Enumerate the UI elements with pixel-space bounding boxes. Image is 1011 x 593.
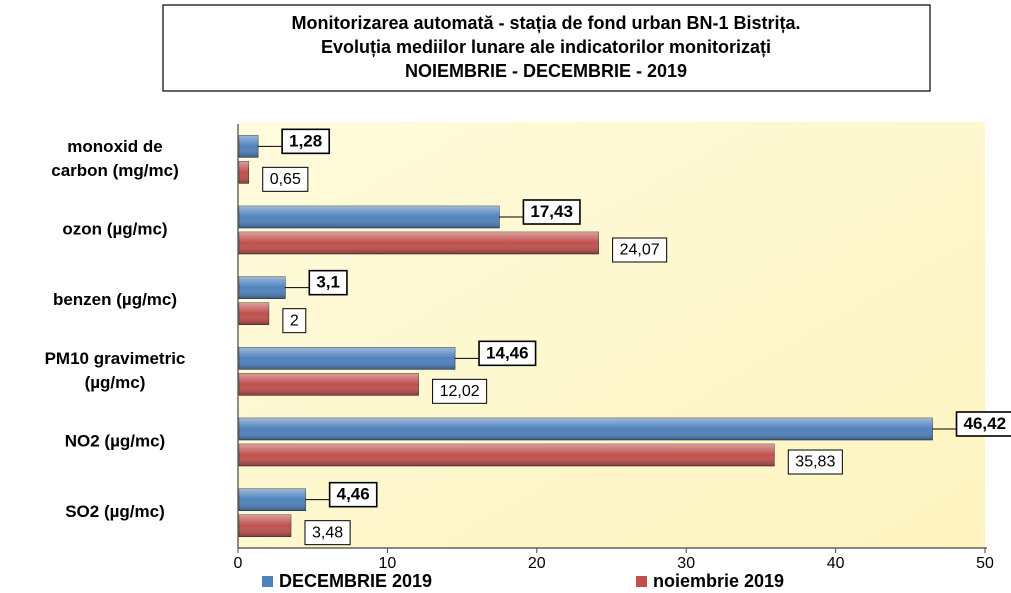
title-box: [162, 4, 931, 92]
data-label: 2: [290, 312, 299, 329]
data-label: 3,1: [316, 273, 340, 292]
chart-title: NOIEMBRIE - DECEMBRIE - 2019: [405, 61, 687, 81]
data-label-box: [612, 237, 668, 263]
data-label-box: [262, 166, 309, 192]
x-tick-label: 20: [528, 555, 546, 572]
data-label-box: [955, 411, 1011, 437]
data-label: 24,07: [620, 242, 660, 259]
data-label: 1,28: [289, 131, 322, 150]
data-label: 12,02: [440, 383, 480, 400]
bar-shade: [239, 135, 259, 158]
bar-shade: [239, 347, 456, 370]
y-tick-label: NO2 (µg/mc): [65, 431, 165, 450]
bar-shade: [239, 302, 269, 325]
legend-swatch: [262, 576, 273, 587]
bar-shade: [239, 444, 775, 466]
bar-shade: [239, 206, 500, 228]
data-label-box: [281, 128, 331, 155]
legend-label: noiembrie 2019: [653, 571, 784, 591]
y-tick-label: carbon (mg/mc): [51, 161, 179, 180]
data-label: 3,48: [312, 524, 343, 541]
legend-swatch: [636, 576, 647, 587]
data-label: 14,46: [486, 343, 529, 362]
data-label: 17,43: [530, 202, 573, 221]
bar-shade: [239, 488, 306, 511]
data-label-box: [787, 449, 843, 475]
bar-shade: [239, 232, 599, 254]
bar-shade: [239, 373, 419, 396]
chart-title: Evoluția mediilor lunare ale indicatoril…: [321, 37, 771, 57]
data-label: 46,42: [964, 414, 1007, 433]
y-tick-label: (µg/mc): [85, 373, 146, 392]
data-label-box: [328, 481, 378, 508]
data-label-box: [522, 199, 581, 225]
x-tick-label: 50: [976, 555, 994, 572]
bar-shade: [239, 418, 933, 440]
data-label-box: [304, 520, 351, 546]
data-label-box: [308, 269, 348, 296]
y-tick-label: PM10 gravimetric: [45, 349, 186, 368]
legend-label: DECEMBRIE 2019: [279, 571, 432, 591]
y-tick-label: benzen (µg/mc): [53, 290, 177, 309]
bar-shade: [239, 514, 291, 537]
x-tick-label: 30: [677, 555, 695, 572]
chart-title: Monitorizarea automată - stația de fond …: [291, 13, 800, 33]
y-tick-label: ozon (µg/mc): [62, 219, 167, 238]
data-label: 35,83: [795, 454, 835, 471]
data-label-box: [432, 378, 488, 404]
data-label-box: [478, 340, 537, 367]
y-tick-label: monoxid de: [67, 137, 162, 156]
bar-shade: [239, 161, 249, 184]
bar-shade: [239, 276, 286, 299]
x-tick-label: 10: [379, 555, 397, 572]
data-label: 0,65: [270, 171, 301, 188]
data-label: 4,46: [337, 485, 370, 504]
data-label-box: [282, 308, 307, 334]
x-tick-label: 0: [234, 555, 243, 572]
y-tick-label: SO2 (µg/mc): [65, 502, 165, 521]
x-tick-label: 40: [827, 555, 845, 572]
plot-area: [238, 122, 985, 548]
